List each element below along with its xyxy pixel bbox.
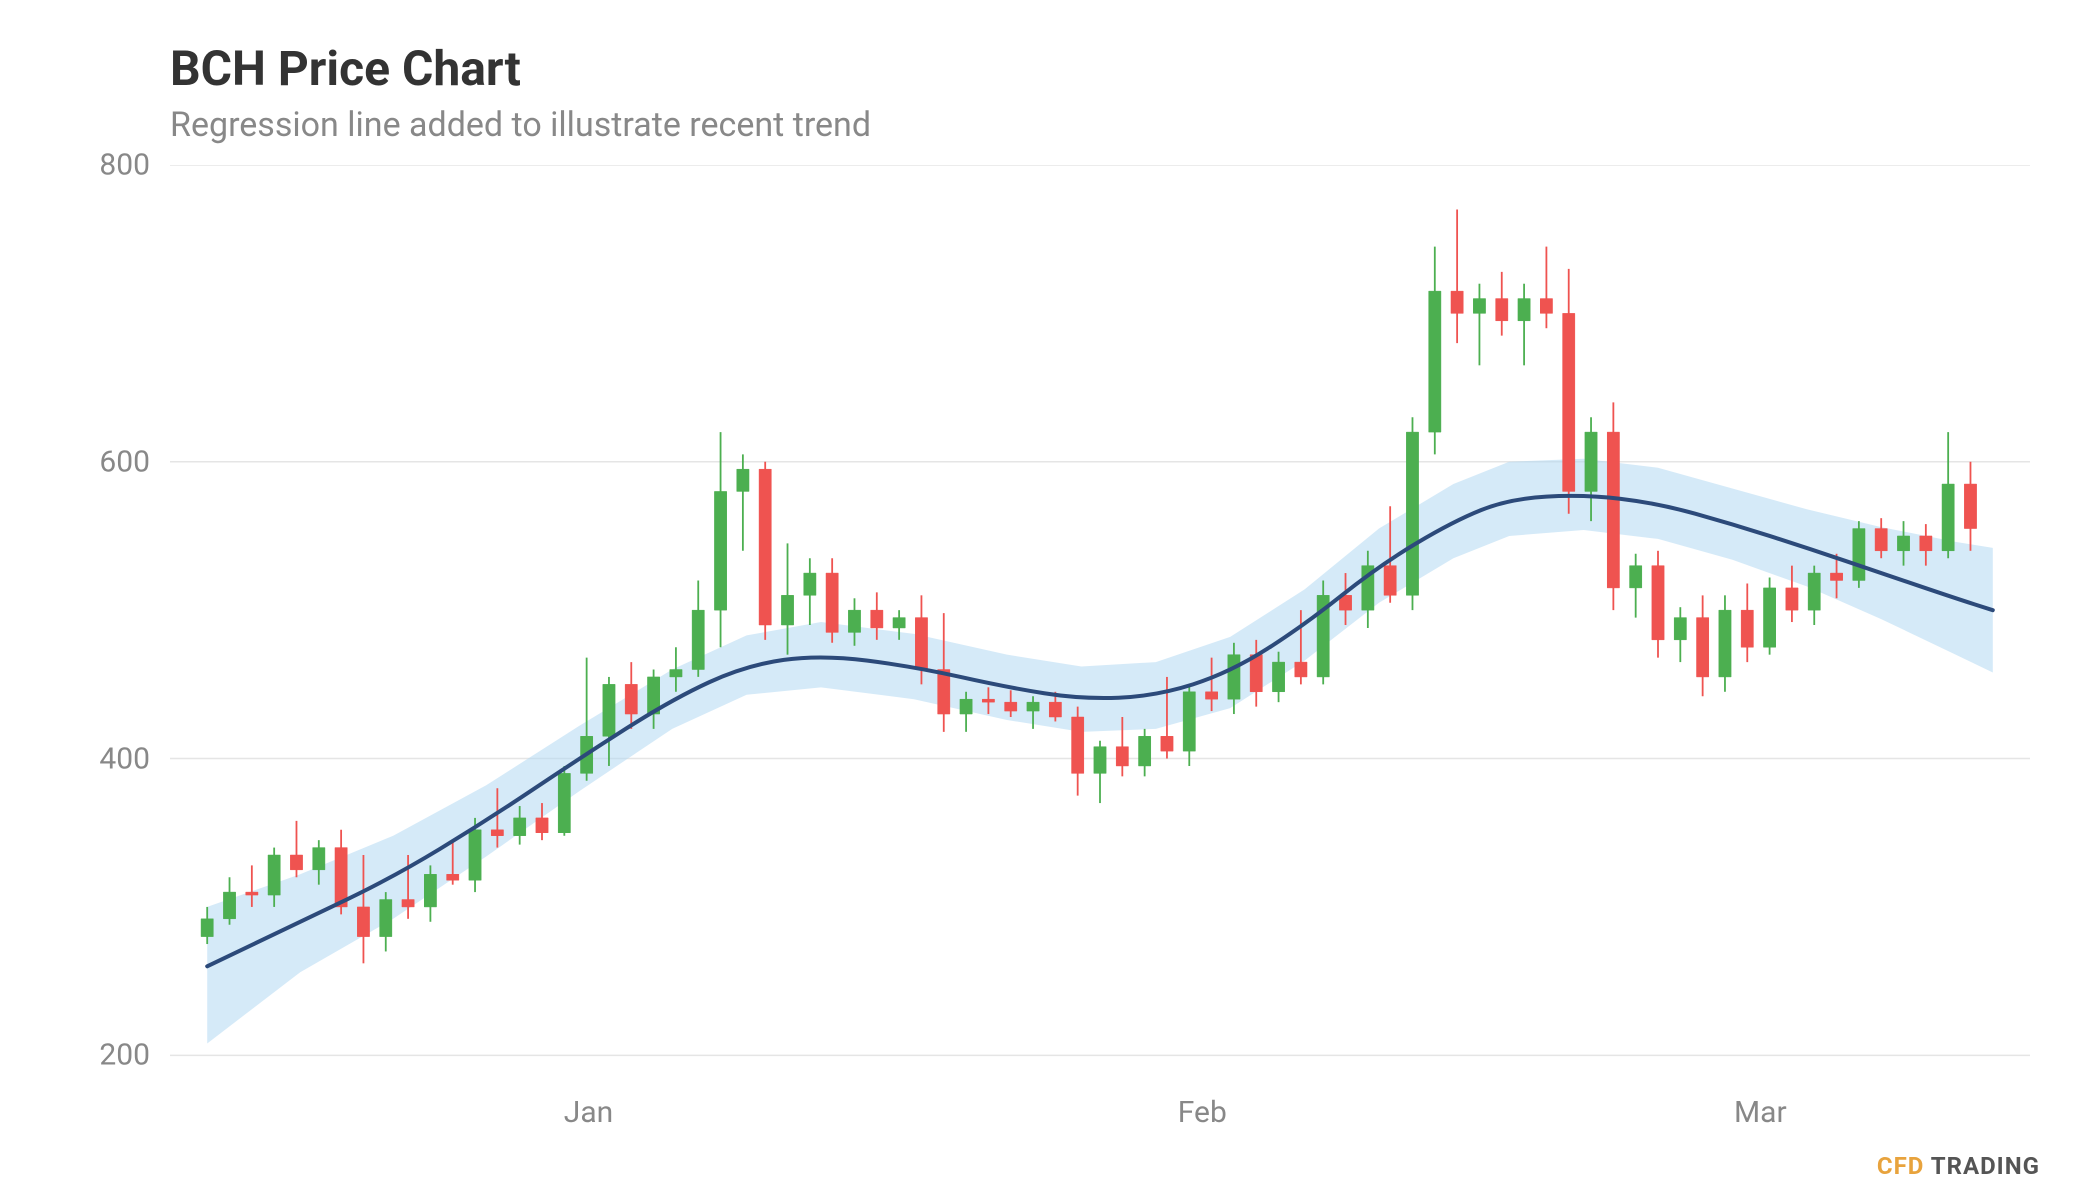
chart-title: BCH Price Chart (170, 40, 2040, 97)
y-tick-label: 800 (99, 148, 150, 183)
x-tick-label: Mar (1734, 1095, 1787, 1130)
y-tick-label: 600 (99, 444, 150, 479)
y-axis-labels: 200400600800 (60, 165, 160, 1085)
x-tick-label: Jan (564, 1095, 613, 1130)
chart-container: BCH Price Chart Regression line added to… (0, 0, 2100, 1200)
plot-svg (170, 165, 2030, 1085)
x-axis-labels: Jan Feb Mar (170, 1095, 2030, 1135)
chart-subtitle: Regression line added to illustrate rece… (170, 105, 2040, 145)
plot-region (170, 165, 2030, 1085)
logo-trading: TRADING (1924, 1152, 2040, 1180)
x-tick-label: Feb (1178, 1095, 1227, 1130)
y-tick-label: 200 (99, 1038, 150, 1073)
brand-logo: CFD TRADING (1877, 1152, 2040, 1180)
logo-cfd: CFD (1877, 1152, 1924, 1180)
chart-area: 200400600800 JanFebMar (60, 165, 2040, 1085)
y-tick-label: 400 (99, 741, 150, 776)
